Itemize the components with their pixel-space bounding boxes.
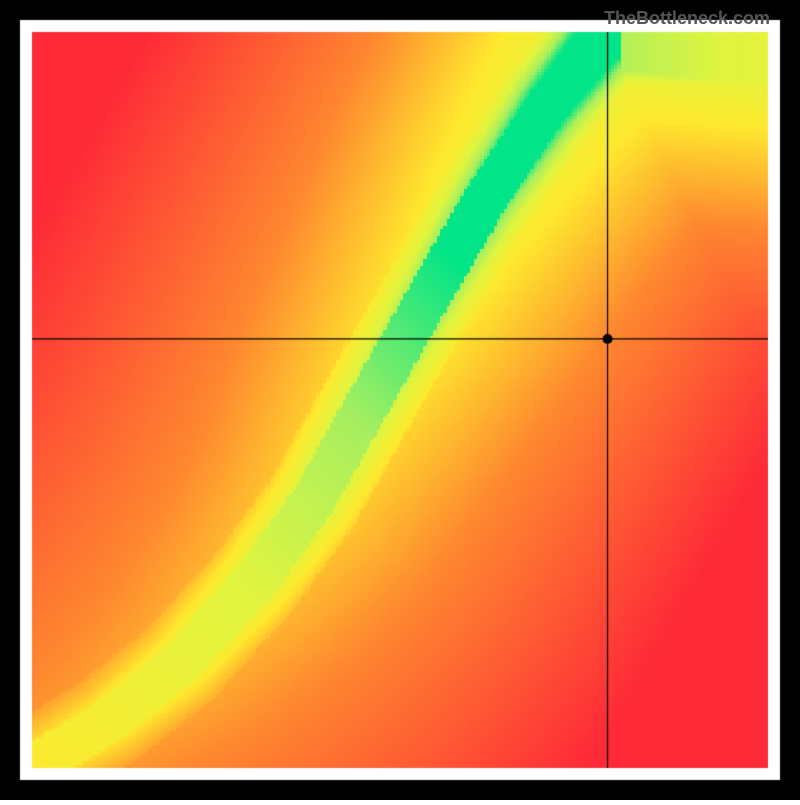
- chart-container: TheBottleneck.com: [0, 0, 800, 800]
- heatmap-canvas: [0, 0, 800, 800]
- watermark-text: TheBottleneck.com: [604, 8, 770, 29]
- heatmap-wrap: [0, 0, 800, 805]
